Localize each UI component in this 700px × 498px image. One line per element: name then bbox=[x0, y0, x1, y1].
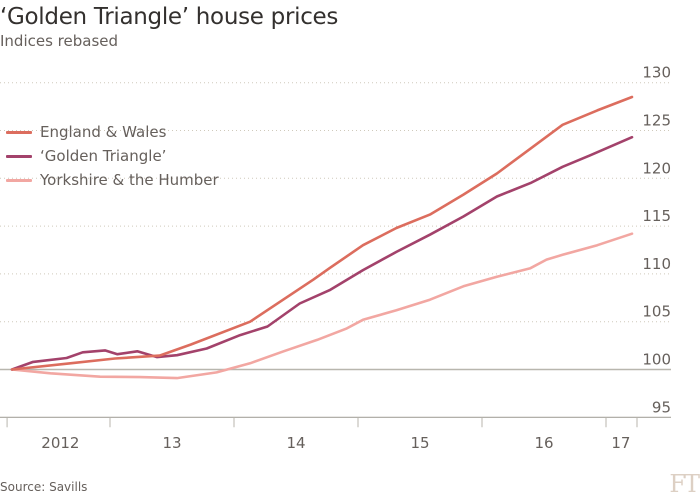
y-tick-label: 115 bbox=[642, 207, 671, 225]
x-tick-label: 13 bbox=[162, 434, 181, 452]
series-line-yorkshire-the-humber bbox=[10, 232, 634, 380]
legend-item-golden-triangle: ‘Golden Triangle’ bbox=[6, 144, 219, 168]
legend-label: ‘Golden Triangle’ bbox=[40, 147, 167, 165]
legend-swatch bbox=[6, 154, 32, 158]
ft-logo: FT bbox=[669, 470, 700, 498]
legend-swatch bbox=[6, 130, 32, 134]
series-line-england-wales bbox=[10, 95, 634, 371]
y-tick-label: 110 bbox=[642, 255, 671, 273]
legend-label: England & Wales bbox=[40, 123, 167, 141]
legend: England & Wales ‘Golden Triangle’ Yorksh… bbox=[6, 120, 219, 192]
legend-label: Yorkshire & the Humber bbox=[40, 171, 219, 189]
x-tick-label: 17 bbox=[611, 434, 630, 452]
y-tick-label: 130 bbox=[642, 64, 671, 82]
y-tick-label: 105 bbox=[642, 303, 671, 321]
x-tick-label: 2012 bbox=[41, 434, 79, 452]
legend-item-yorkshire-humber: Yorkshire & the Humber bbox=[6, 168, 219, 192]
y-tick-label: 100 bbox=[642, 351, 671, 369]
legend-swatch bbox=[6, 178, 32, 182]
y-tick-label: 95 bbox=[652, 398, 671, 416]
x-tick-label: 14 bbox=[286, 434, 305, 452]
chart-title: ‘Golden Triangle’ house prices bbox=[0, 4, 339, 30]
series-line-golden-triangle bbox=[10, 135, 634, 371]
y-tick-label: 125 bbox=[642, 112, 671, 130]
legend-item-england-wales: England & Wales bbox=[6, 120, 219, 144]
x-tick-label: 15 bbox=[410, 434, 429, 452]
y-tick-label: 120 bbox=[642, 159, 671, 177]
source-note: Source: Savills bbox=[0, 480, 88, 494]
x-tick-label: 16 bbox=[534, 434, 553, 452]
chart-subtitle: Indices rebased bbox=[0, 32, 119, 50]
